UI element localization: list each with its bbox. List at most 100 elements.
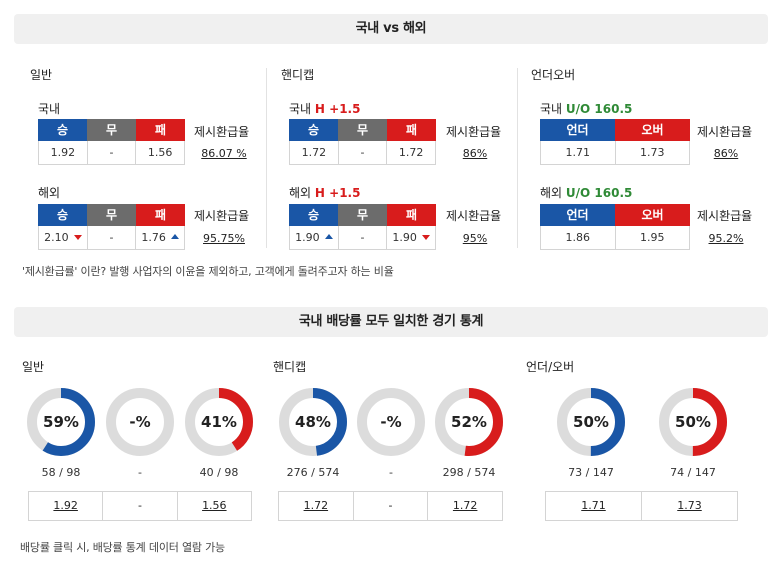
section-title-domestic-vs-overseas: 국내 vs 해외	[14, 14, 768, 44]
general-domestic-label: 국내	[38, 102, 61, 116]
lose-header: 패	[387, 119, 436, 141]
donut-ring	[279, 388, 347, 456]
draw-odds: -	[337, 141, 387, 164]
donut-track	[106, 388, 174, 456]
handicap-lose-count: 298 / 574	[442, 466, 496, 479]
underover-under-count: 73 / 147	[568, 466, 614, 479]
handicap-draw-odds: -	[352, 492, 428, 520]
donut-arc	[435, 388, 503, 456]
draw-header: 무	[338, 119, 387, 141]
general-draw-count: -	[138, 466, 142, 479]
odds-up-arrow-icon	[170, 234, 179, 239]
donut-ring	[27, 388, 95, 456]
general-win-count: 58 / 98	[41, 466, 81, 479]
lose-odds: 1.56	[135, 141, 184, 164]
handicap-draw-donut: -%	[357, 388, 425, 456]
over-odds: 1.95	[614, 226, 690, 249]
lose-header: 패	[387, 204, 436, 226]
over-header: 오버	[615, 119, 690, 141]
general-win-odds-link[interactable]: 1.92	[53, 499, 78, 512]
draw-odds: -	[86, 141, 136, 164]
general-domestic-rate[interactable]: 86.07 %	[201, 147, 247, 160]
win-header: 승	[38, 119, 87, 141]
donut-percent: -%	[380, 413, 402, 431]
under-header: 언더	[540, 204, 615, 226]
lose-header: 패	[136, 119, 185, 141]
handicap-overseas-rate[interactable]: 95%	[462, 232, 488, 245]
win-odds: 2.10	[39, 226, 87, 249]
donut-track	[357, 388, 425, 456]
draw-header: 무	[87, 119, 136, 141]
general-lose-donut: 41%	[185, 388, 253, 456]
donut-arc	[659, 388, 727, 456]
donut-arc	[185, 388, 253, 456]
handicap-domestic-rate[interactable]: 86%	[462, 147, 488, 160]
win-header: 승	[289, 119, 338, 141]
donut-arc	[279, 388, 347, 456]
donut-ring	[106, 388, 174, 456]
lose-odds: 1.76	[135, 226, 184, 249]
odds-down-arrow-icon	[421, 235, 430, 240]
win-odds: 1.92	[50, 146, 76, 159]
column-divider	[517, 68, 518, 248]
donut-percent: 52%	[451, 413, 487, 431]
donut-ring	[659, 388, 727, 456]
handicap-domestic-odds-table: 승 무 패 1.72 - 1.72	[289, 119, 436, 165]
donut-arc	[557, 388, 625, 456]
donut-percent: 50%	[675, 413, 711, 431]
general-overseas-rate[interactable]: 95.75%	[203, 232, 245, 245]
underover-under-odds-link[interactable]: 1.71	[581, 499, 606, 512]
donut-percent: 50%	[573, 413, 609, 431]
over-odds: 1.73	[614, 141, 690, 164]
donut-percent: 59%	[43, 413, 79, 431]
handicap-win-donut: 48%	[279, 388, 347, 456]
draw-odds: -	[86, 226, 136, 249]
general-win-donut: 59%	[27, 388, 95, 456]
under-header: 언더	[540, 119, 615, 141]
lose-odds: 1.90	[386, 226, 435, 249]
general-draw-odds: -	[102, 492, 176, 520]
handicap-win-count: 276 / 574	[286, 466, 340, 479]
underover-overseas-odds-table: 언더 오버 1.86 1.95	[540, 204, 690, 250]
general-lose-odds-link[interactable]: 1.56	[176, 492, 251, 520]
win-header: 승	[38, 204, 87, 226]
underover-odds-links: 1.71 1.73	[545, 491, 738, 521]
draw-odds: -	[337, 226, 387, 249]
general-domestic-odds-table: 승 무 패 1.92 - 1.56	[38, 119, 185, 165]
general-overseas-label: 해외	[38, 186, 61, 200]
underover-domestic-rate[interactable]: 86%	[713, 147, 739, 160]
handicap-lose-odds-link[interactable]: 1.72	[427, 492, 502, 520]
underover-over-odds-link[interactable]: 1.73	[641, 492, 737, 520]
general-lose-count: 40 / 98	[199, 466, 239, 479]
handicap-overseas-rate-label: 제시환급율	[446, 209, 502, 223]
underover-domestic-label: 국내 U/O 160.5	[540, 102, 633, 116]
lose-odds: 1.72	[386, 141, 435, 164]
refund-rate-footnote: '제시환급률' 이란? 발행 사업자의 이윤을 제외하고, 고객에게 돌려주고자…	[22, 265, 394, 278]
odds-click-footnote: 배당률 클릭 시, 배당률 통계 데이터 열람 가능	[20, 541, 225, 554]
draw-header: 무	[338, 204, 387, 226]
donut-percent: 48%	[295, 413, 331, 431]
handicap-win-odds-link[interactable]: 1.72	[303, 499, 329, 512]
handicap-odds-links: 1.72 - 1.72	[278, 491, 503, 521]
lose-header: 패	[136, 204, 185, 226]
section-title-matched-odds-stats: 국내 배당률 모두 일치한 경기 통계	[14, 307, 768, 337]
handicap-lose-donut: 52%	[435, 388, 503, 456]
donut-percent: 41%	[201, 413, 237, 431]
odds-up-arrow-icon	[324, 234, 333, 239]
under-odds: 1.71	[565, 146, 591, 159]
donut-arc	[27, 388, 95, 456]
underover-domestic-rate-label: 제시환급율	[697, 125, 753, 139]
under-odds: 1.86	[565, 231, 591, 244]
handicap-overseas-label: 해외 H +1.5	[289, 186, 361, 200]
donut-ring	[435, 388, 503, 456]
general-domestic-rate-label: 제시환급율	[194, 125, 250, 139]
underover-over-donut: 50%	[659, 388, 727, 456]
underover-overseas-rate[interactable]: 95.2%	[708, 232, 744, 245]
donut-percent: -%	[129, 413, 151, 431]
underover-over-count: 74 / 147	[670, 466, 716, 479]
donut-ring	[557, 388, 625, 456]
general-overseas-odds-table: 승 무 패 2.10 - 1.76	[38, 204, 185, 250]
underover-overseas-label: 해외 U/O 160.5	[540, 186, 633, 200]
underover-domestic-odds-table: 언더 오버 1.71 1.73	[540, 119, 690, 165]
handicap-domestic-label: 국내 H +1.5	[289, 102, 361, 116]
